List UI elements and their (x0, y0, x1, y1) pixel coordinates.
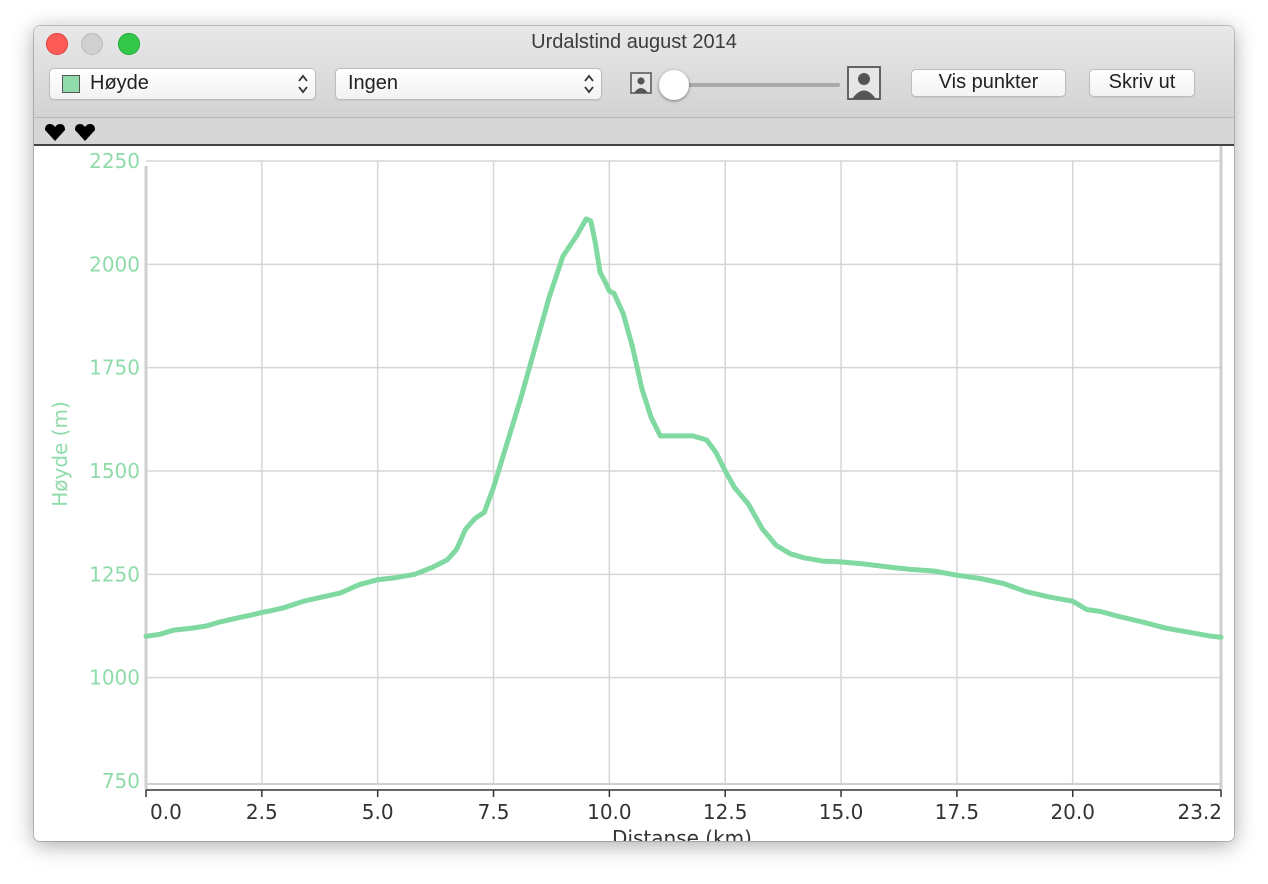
y-tick-label: 2250 (89, 149, 140, 173)
y-tick-label: 1750 (89, 356, 140, 380)
marker-handle-icon[interactable] (44, 122, 66, 142)
overlay-popup-label: Ingen (348, 72, 399, 94)
vis-punkter-button[interactable]: Vis punkter (911, 69, 1066, 97)
metric-popup[interactable]: Høyde (49, 68, 316, 100)
app-window: Urdalstind august 2014 Høyde Ingen (34, 26, 1234, 841)
tick-labels: 750 1000 1250 1500 1750 2000 2250 0.0 2.5 5.0 7.5 1… (89, 149, 1222, 824)
zoom-slider-track[interactable] (674, 83, 840, 87)
small-person-icon (630, 72, 652, 94)
x-tick-label: 2.5 (246, 800, 278, 824)
elevation-chart: 750 1000 1250 1500 1750 2000 2250 0.0 2.5 5.0 7.5 1… (48, 146, 1224, 841)
title-bar: Urdalstind august 2014 Høyde Ingen (34, 26, 1234, 118)
window-title: Urdalstind august 2014 (531, 31, 737, 53)
metric-color-swatch (62, 75, 80, 93)
x-tick-label: 23.2 (1177, 800, 1222, 824)
chart-grid (146, 160, 1221, 784)
popup-arrows-icon (298, 74, 308, 94)
x-tick-label: 7.5 (478, 800, 510, 824)
y-tick-label: 1000 (89, 666, 140, 690)
y-tick-label: 1250 (89, 562, 140, 586)
large-person-icon (847, 66, 881, 100)
x-tick-label: 15.0 (819, 800, 864, 824)
x-tick-label: 12.5 (703, 800, 748, 824)
x-tick-label: 5.0 (362, 800, 394, 824)
y-axis-label: Høyde (m) (48, 401, 72, 507)
skriv-ut-button[interactable]: Skriv ut (1089, 69, 1195, 97)
zoom-slider-thumb[interactable] (659, 70, 689, 100)
y-tick-label: 750 (102, 769, 140, 793)
x-tick-label: 10.0 (587, 800, 632, 824)
close-window-button[interactable] (46, 33, 68, 55)
marker-handle-icon[interactable] (74, 122, 96, 142)
metric-popup-label: Høyde (90, 72, 149, 94)
minimize-window-button[interactable] (81, 33, 103, 55)
y-tick-label: 2000 (89, 252, 140, 276)
overlay-popup[interactable]: Ingen (335, 68, 602, 100)
x-tick-label: 0.0 (150, 800, 182, 824)
marker-bar (34, 118, 1234, 146)
x-tick-label: 17.5 (935, 800, 980, 824)
y-tick-label: 1500 (89, 459, 140, 483)
x-tick-label: 20.0 (1050, 800, 1095, 824)
elevation-series-line (143, 216, 1224, 640)
x-axis-label: Distanse (km) (612, 826, 752, 841)
zoom-window-button[interactable] (118, 33, 140, 55)
popup-arrows-icon (584, 74, 594, 94)
